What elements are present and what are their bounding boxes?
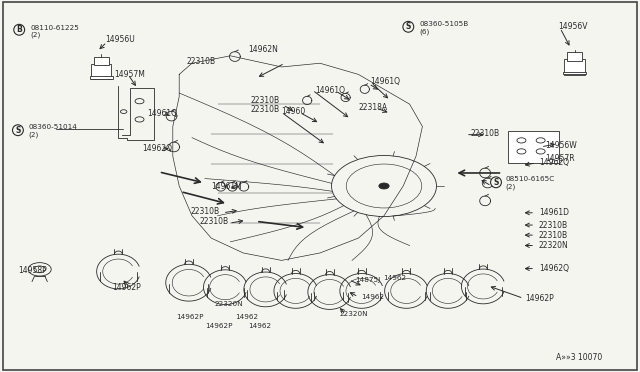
Text: 14962P: 14962P bbox=[176, 314, 204, 320]
Text: 22310B: 22310B bbox=[191, 207, 220, 216]
Text: 14962P: 14962P bbox=[205, 323, 232, 328]
Text: 22320N: 22320N bbox=[214, 301, 243, 307]
FancyBboxPatch shape bbox=[91, 64, 111, 79]
Text: 14962: 14962 bbox=[236, 314, 259, 320]
Text: A»»3 10070: A»»3 10070 bbox=[556, 353, 602, 362]
FancyBboxPatch shape bbox=[563, 72, 586, 74]
Text: 14962Q: 14962Q bbox=[539, 264, 569, 273]
Text: 14962N: 14962N bbox=[248, 45, 278, 54]
Text: 08360-51014
(2): 08360-51014 (2) bbox=[29, 124, 77, 138]
Text: 08510-6165C
(2): 08510-6165C (2) bbox=[506, 176, 555, 190]
Text: 14961D: 14961D bbox=[539, 208, 569, 217]
Text: 14962: 14962 bbox=[383, 275, 406, 281]
Circle shape bbox=[379, 183, 389, 189]
Text: 22318A: 22318A bbox=[358, 103, 388, 112]
FancyBboxPatch shape bbox=[508, 131, 559, 163]
Text: 14962P: 14962P bbox=[112, 283, 141, 292]
Text: 14875J: 14875J bbox=[355, 277, 380, 283]
FancyBboxPatch shape bbox=[93, 57, 109, 65]
Text: 14961Q: 14961Q bbox=[315, 86, 345, 94]
Text: 22310B: 22310B bbox=[251, 96, 280, 105]
Text: 14956U: 14956U bbox=[106, 35, 135, 44]
FancyBboxPatch shape bbox=[567, 52, 582, 61]
FancyBboxPatch shape bbox=[564, 59, 585, 75]
Text: 22310B: 22310B bbox=[187, 57, 216, 66]
Text: 22310B: 22310B bbox=[470, 129, 500, 138]
Text: 14962P: 14962P bbox=[525, 294, 554, 303]
Text: 14956V: 14956V bbox=[558, 22, 588, 31]
Text: 14961M: 14961M bbox=[211, 182, 242, 190]
Text: 22320N: 22320N bbox=[339, 311, 368, 317]
Text: 14957M: 14957M bbox=[114, 70, 145, 79]
Text: 14961Q: 14961Q bbox=[370, 77, 400, 86]
Text: 14960: 14960 bbox=[282, 107, 306, 116]
Text: S: S bbox=[15, 126, 20, 135]
Text: 22310B: 22310B bbox=[539, 221, 568, 230]
Text: 14956W: 14956W bbox=[545, 141, 577, 150]
Text: 14962Q: 14962Q bbox=[142, 144, 172, 153]
Text: 08360-5105B
(6): 08360-5105B (6) bbox=[419, 21, 468, 35]
Text: 22310B: 22310B bbox=[200, 217, 229, 226]
Text: 14962: 14962 bbox=[362, 294, 385, 300]
Text: S: S bbox=[406, 22, 411, 31]
Text: 22320N: 22320N bbox=[539, 241, 568, 250]
Text: 14958P: 14958P bbox=[18, 266, 47, 275]
Text: B: B bbox=[17, 25, 22, 34]
Text: 14957R: 14957R bbox=[545, 154, 575, 163]
Text: 14961Q: 14961Q bbox=[147, 109, 177, 118]
Text: 22310B: 22310B bbox=[539, 231, 568, 240]
Text: 22310B: 22310B bbox=[251, 105, 280, 114]
FancyBboxPatch shape bbox=[90, 76, 113, 79]
Text: 14962: 14962 bbox=[248, 323, 271, 328]
Text: 14962Q: 14962Q bbox=[539, 158, 569, 167]
Text: S: S bbox=[493, 178, 499, 187]
Text: 08110-61225
(2): 08110-61225 (2) bbox=[31, 25, 79, 38]
